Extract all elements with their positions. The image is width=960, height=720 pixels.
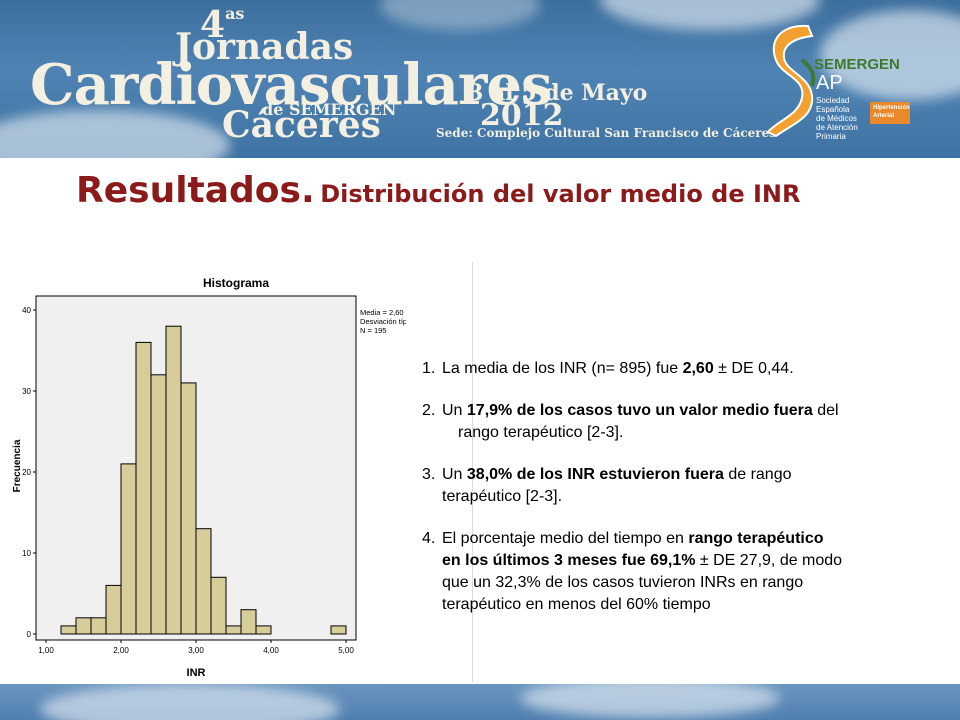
y-tick-label: 40 bbox=[22, 306, 31, 315]
histogram-bar bbox=[120, 463, 137, 635]
stats-label: Media = 2,60 bbox=[360, 308, 404, 317]
event-venue: Sede: Complejo Cultural San Francisco de… bbox=[436, 126, 776, 140]
histogram-bar bbox=[75, 617, 92, 635]
semergen-society: Sociedad Española de Médicos de Atención… bbox=[816, 96, 858, 141]
chart-title: Histograma bbox=[203, 276, 269, 290]
cardiovasculares-title: Cardiovasculares bbox=[30, 52, 553, 118]
point-text: Un 17,9% de los casos tuvo un valor medi… bbox=[442, 402, 839, 419]
point-text: La media de los INR (n= 895) fue 2,60 ± … bbox=[442, 360, 794, 377]
de-semergen-label: de SEMERGEN bbox=[262, 100, 397, 119]
cloud-decoration bbox=[520, 684, 780, 718]
result-point: 3. Un 38,0% de los INR estuvieron fuera d… bbox=[422, 464, 942, 508]
point-number: 1. bbox=[422, 360, 436, 377]
x-tick-label: 1,00 bbox=[38, 646, 54, 655]
histogram-bar bbox=[150, 374, 167, 635]
cloud-decoration bbox=[820, 10, 960, 100]
y-axis-label: Frecuencia bbox=[12, 439, 23, 492]
y-tick-label: 10 bbox=[22, 549, 31, 558]
histogram-bar bbox=[225, 625, 242, 635]
stats-label: Desviación típica = ,437 bbox=[360, 317, 406, 326]
point-text: en los últimos 3 meses fue 69,1% ± DE 27… bbox=[442, 552, 843, 569]
point-number: 3. bbox=[422, 466, 436, 483]
histogram-bar bbox=[330, 625, 347, 635]
semergen-ap: AP bbox=[816, 72, 843, 94]
result-point: 4. El porcentaje medio del tiempo en rang… bbox=[422, 528, 942, 616]
event-dates: 3 al 5 de Mayo bbox=[468, 80, 648, 106]
city-title: Cáceres bbox=[222, 104, 381, 146]
jornadas-title: Jornadas bbox=[175, 26, 354, 68]
point-text: Un 38,0% de los INR estuvieron fuera de … bbox=[442, 466, 792, 483]
histogram-bar bbox=[195, 528, 212, 635]
x-tick-label: 4,00 bbox=[263, 646, 279, 655]
histogram-bar bbox=[135, 341, 152, 635]
histogram-bar bbox=[210, 576, 227, 635]
histogram-bar bbox=[60, 625, 77, 635]
x-tick-label: 3,00 bbox=[188, 646, 204, 655]
semergen-s-logo-icon bbox=[766, 24, 816, 138]
y-tick-label: 30 bbox=[22, 387, 31, 396]
point-text: El porcentaje medio del tiempo en rango … bbox=[442, 530, 824, 547]
histogram-bar bbox=[165, 325, 182, 635]
jornadas-number: 4as bbox=[200, 4, 245, 46]
histogram-bar bbox=[105, 584, 122, 635]
histogram-bar bbox=[255, 625, 272, 635]
cloud-decoration bbox=[380, 0, 540, 30]
point-text: terapéutico [2-3]. bbox=[442, 488, 563, 505]
event-year: 2012 bbox=[480, 98, 564, 133]
slide-title: Resultados. Distribución del valor medio… bbox=[76, 170, 896, 218]
point-number: 2. bbox=[422, 402, 436, 419]
results-list: 1. La media de los INR (n= 895) fue 2,60 … bbox=[422, 358, 942, 636]
title-main: Resultados. bbox=[76, 170, 315, 211]
stats-label: N = 195 bbox=[360, 326, 386, 335]
y-tick-label: 0 bbox=[27, 630, 32, 639]
hipertension-badge: Hipertensión Arterial bbox=[870, 102, 910, 124]
x-tick-label: 2,00 bbox=[113, 646, 129, 655]
divider bbox=[472, 262, 473, 682]
x-tick-label: 5,00 bbox=[338, 646, 354, 655]
histogram-bar bbox=[240, 609, 257, 635]
footer-sky bbox=[0, 684, 960, 720]
point-number: 4. bbox=[422, 530, 436, 547]
conference-banner: 4as Jornadas Cardiovasculares de SEMERGE… bbox=[0, 0, 960, 158]
semergen-name: SEMERGEN bbox=[814, 56, 900, 73]
result-point: 1. La media de los INR (n= 895) fue 2,60 … bbox=[422, 358, 942, 380]
y-tick-label: 20 bbox=[22, 468, 31, 477]
histogram-bar bbox=[90, 617, 107, 635]
point-text: que un 32,3% de los casos tuvieron INRs … bbox=[442, 574, 804, 591]
histogram-bar bbox=[180, 382, 197, 635]
result-point: 2. Un 17,9% de los casos tuvo un valor me… bbox=[422, 400, 942, 444]
cloud-decoration bbox=[40, 684, 340, 720]
x-axis-label: INR bbox=[187, 667, 206, 679]
point-text: rango terapéutico [2-3]. bbox=[458, 424, 624, 441]
title-sub: Distribución del valor medio de INR bbox=[320, 180, 801, 208]
point-text: terapéutico en menos del 60% tiempo bbox=[442, 596, 711, 613]
inr-histogram: Histograma 0 10 20 30 40 1,00 2,00 3,00 4,00 5,00… bbox=[6, 266, 406, 682]
semergen-logo: SEMERGEN AP Sociedad Española de Médicos… bbox=[762, 20, 918, 141]
